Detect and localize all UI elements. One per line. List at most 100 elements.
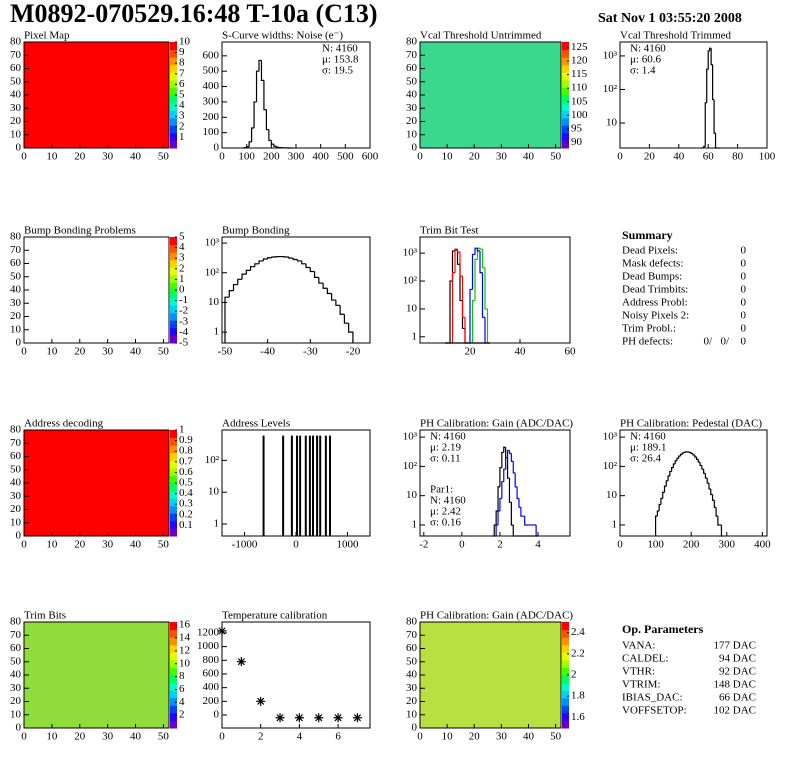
summary-label: Mask defects: (622, 258, 683, 270)
colorbar-segment (562, 72, 569, 81)
hist-bin (232, 283, 238, 291)
parameter-value: 66 DAC (719, 692, 756, 704)
panel-title: Temperature calibration (222, 610, 328, 622)
y-tick-label: 1 (612, 518, 618, 530)
x-tick-label: 40 (523, 151, 535, 163)
y-tick-label: 20 (10, 115, 22, 127)
colorbar-label: 14 (179, 632, 191, 644)
hist-bin (224, 296, 230, 343)
hist-bin (706, 68, 709, 103)
frame (419, 429, 571, 537)
colorbar-label: 0.8 (179, 445, 193, 457)
y-tick-label: 10³ (205, 237, 220, 249)
summary-value: 0 (741, 323, 747, 335)
hist-bin (703, 145, 706, 148)
hist-bin (451, 250, 455, 282)
colorbar-segment (562, 42, 569, 51)
colorbar-label: 16 (179, 619, 191, 631)
colorbar-segment (562, 659, 569, 668)
hist-bin (676, 457, 679, 461)
hist-bin (474, 258, 478, 301)
y-tick-label: 10 (406, 302, 418, 314)
x-tick-label: 80 (732, 151, 744, 163)
hist-bin (270, 140, 274, 145)
summary-value: 0 (741, 310, 747, 322)
x-tick-label: 0 (459, 539, 465, 551)
colorbar-segment (170, 267, 177, 276)
x-tick-label: 50 (158, 151, 170, 163)
hist-bin (451, 272, 455, 343)
heatmap-fill (24, 237, 169, 343)
hist-bin (471, 253, 475, 290)
y-tick-label: 10² (603, 460, 618, 472)
summary-label: Noisy Pixels 2: (622, 310, 689, 322)
colorbar-label: 1 (179, 131, 185, 143)
y-tick-label: 10 (406, 489, 418, 501)
y-tick-label: 60 (10, 257, 22, 269)
panel-title: Address decoding (24, 418, 104, 430)
x-tick-label: 60 (565, 346, 577, 358)
colorbar-segment (170, 467, 177, 476)
hist-bin (260, 60, 264, 82)
hist-bin (660, 497, 663, 505)
hist-bin (459, 252, 463, 277)
x-tick-label: 40 (130, 539, 142, 551)
hist-bin (501, 481, 504, 499)
colorbar-label: 6 (179, 683, 185, 695)
colorbar-label: 1 (179, 424, 185, 436)
colorbar-segment (562, 712, 569, 721)
colorbar-segment (170, 110, 177, 119)
colorbar-segment (170, 259, 177, 268)
colorbar-segment (562, 652, 569, 661)
x-tick-label: 0 (21, 346, 27, 358)
colorbar-label: 10 (179, 657, 191, 669)
x-tick-label: 0 (21, 731, 27, 743)
colorbar-segment (562, 622, 569, 631)
colorbar-segment (562, 79, 569, 88)
hist-bin (255, 70, 259, 102)
colorbar-segment (170, 282, 177, 291)
colorbar-segment (562, 117, 569, 126)
y-tick-label: 40 (406, 669, 418, 681)
y-tick-label: 0 (16, 142, 22, 154)
summary-value: 0/ (703, 336, 713, 348)
hist-bin (292, 258, 298, 261)
x-tick-label: 0 (417, 731, 423, 743)
colorbar-segment (170, 57, 177, 66)
hist-bin (499, 497, 502, 511)
frame (23, 621, 170, 729)
x-tick-label: 20 (74, 346, 86, 358)
colorbar-label: 2.2 (571, 647, 585, 659)
y-tick-label: 40 (10, 89, 22, 101)
y-tick-label: 0 (214, 709, 220, 721)
colorbar-segment (170, 252, 177, 261)
colorbar-label: 6 (179, 78, 185, 90)
hist-bin (703, 469, 706, 474)
hist-bin (667, 475, 670, 481)
summary-label: Address Probl: (622, 297, 688, 309)
frame (221, 429, 371, 537)
hist-bin (251, 127, 255, 142)
panel-title: PH Calibration: Gain (ADC/DAC) (420, 610, 573, 622)
y-tick-label: 0 (214, 142, 220, 154)
y-tick-label: 20 (10, 310, 22, 322)
y-tick-label: 10 (10, 516, 22, 528)
x-tick-label: 40 (130, 151, 142, 163)
colorbar-label: -2 (179, 305, 188, 317)
stats-text: μ: 189.1 (630, 442, 666, 454)
colorbar-segment (170, 652, 177, 661)
y-tick-label: 50 (10, 270, 22, 282)
colorbar-segment (562, 64, 569, 73)
x-tick-label: 2 (497, 539, 503, 551)
summary-value: 0/ (720, 336, 730, 348)
colorbar-segment (562, 132, 569, 141)
hist-bin (512, 461, 516, 474)
y-tick-label: 60 (10, 642, 22, 654)
colorbar-segment (562, 720, 569, 729)
colorbar-label: 5 (179, 231, 185, 243)
hist-bin (717, 516, 720, 526)
colorbar-label: -5 (179, 337, 189, 349)
hist-bin (495, 524, 499, 536)
y-tick-label: 0 (16, 530, 22, 542)
hist-bin (309, 267, 315, 273)
